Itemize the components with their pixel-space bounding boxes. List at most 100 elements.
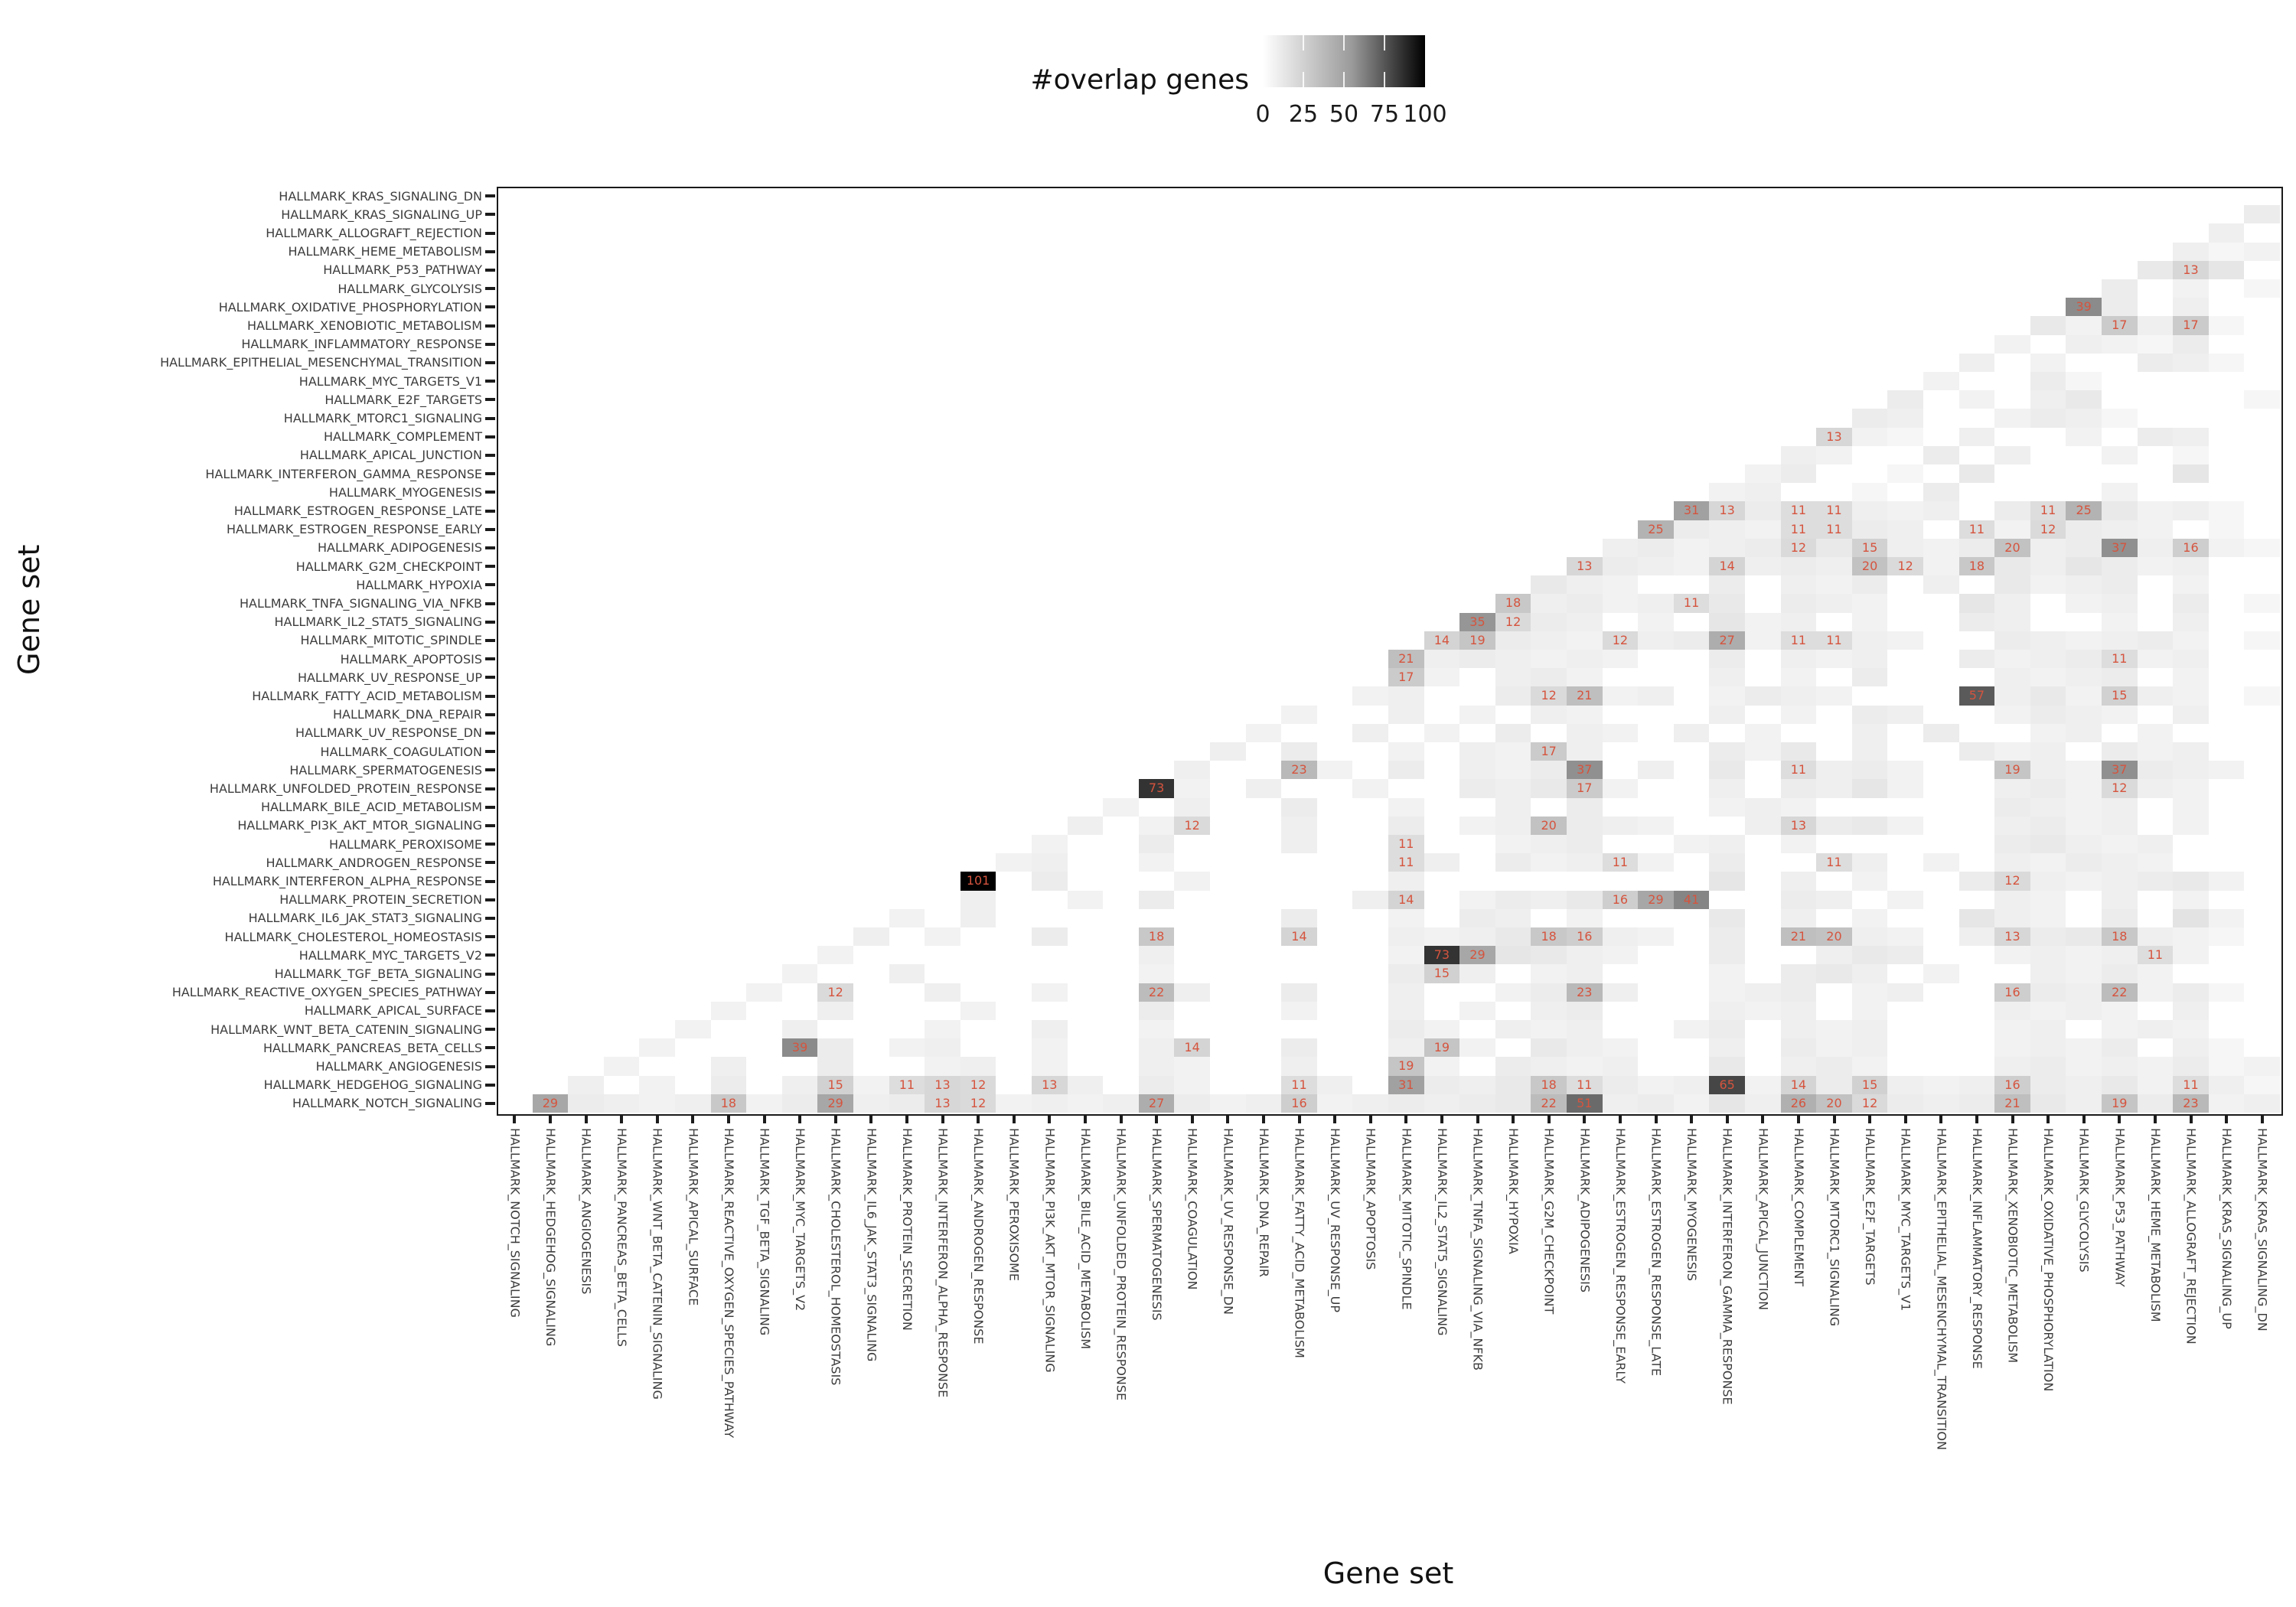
- heatmap-cell-annotated: [2173, 316, 2209, 335]
- heatmap-cell: [1851, 964, 1888, 983]
- cell-value-label: 15: [1861, 539, 1878, 555]
- heatmap-cell: [1745, 557, 1781, 576]
- cell-value-label: 20: [1861, 559, 1878, 573]
- heatmap-cell: [2066, 631, 2102, 650]
- heatmap-cell: [2173, 797, 2209, 817]
- heatmap-cell-annotated: [781, 1038, 818, 1058]
- heatmap-cell: [1281, 742, 1317, 761]
- cell-value-label: 12: [2040, 521, 2056, 536]
- x-tick-label: HALLMARK_MTORC1_SIGNALING: [1827, 1128, 1842, 1327]
- heatmap-cell: [2173, 816, 2209, 835]
- heatmap-cell: [853, 1094, 889, 1113]
- y-tick-label: HALLMARK_CHOLESTEROL_HOMEOSTASIS: [224, 929, 482, 944]
- heatmap-cell: [1994, 1020, 2030, 1039]
- heatmap-cell: [1602, 557, 1639, 576]
- x-tick-label: HALLMARK_FATTY_ACID_METABOLISM: [1292, 1128, 1307, 1358]
- x-tick-label: HALLMARK_HYPOXIA: [1506, 1128, 1521, 1254]
- heatmap-cell: [1495, 650, 1531, 669]
- x-tick-mark: [1012, 1114, 1016, 1123]
- y-tick-label: HALLMARK_HEME_METABOLISM: [288, 244, 483, 259]
- heatmap-cell: [1567, 742, 1603, 761]
- heatmap-cell: [1567, 705, 1603, 724]
- x-tick-label: HALLMARK_MYC_TARGETS_V1: [1898, 1128, 1913, 1312]
- heatmap-cell-annotated: [1567, 779, 1603, 798]
- cell-value-label: 13: [934, 1077, 951, 1092]
- heatmap-cell: [1531, 835, 1567, 854]
- x-tick-mark: [1404, 1114, 1408, 1123]
- heatmap-cell: [2137, 538, 2174, 557]
- heatmap-cell: [2173, 946, 2209, 965]
- y-tick-mark: [485, 416, 495, 420]
- heatmap-cell-annotated: [1388, 650, 1424, 669]
- heatmap-cell: [1994, 650, 2030, 669]
- heatmap-cell: [1780, 464, 1817, 484]
- heatmap-cell: [2137, 872, 2174, 891]
- y-tick-mark: [485, 990, 495, 994]
- heatmap-cell: [960, 1001, 996, 1020]
- heatmap-cell: [1780, 890, 1817, 909]
- heatmap-cell: [2030, 538, 2066, 557]
- x-tick-label: HALLMARK_XENOBIOTIC_METABOLISM: [2005, 1128, 2020, 1364]
- cell-value-label: 18: [720, 1095, 737, 1110]
- heatmap-cell: [1851, 779, 1888, 798]
- heatmap-cell: [1567, 631, 1603, 650]
- heatmap-cell: [1851, 668, 1888, 687]
- heatmap-cell: [1638, 686, 1674, 706]
- heatmap-cell: [1709, 927, 1745, 947]
- heatmap-cell: [1673, 723, 1710, 742]
- x-tick-label: HALLMARK_APOPTOSIS: [1363, 1128, 1378, 1270]
- x-tick-mark: [726, 1114, 730, 1123]
- heatmap-cell-annotated: [1495, 594, 1531, 613]
- heatmap-cell-annotated: [1495, 612, 1531, 631]
- heatmap-cell: [2030, 872, 2066, 891]
- heatmap-cell: [1174, 872, 1210, 891]
- heatmap-cell: [1531, 964, 1567, 983]
- heatmap-cell: [1138, 890, 1175, 909]
- heatmap-cell: [1638, 816, 1674, 835]
- heatmap-cell: [2208, 908, 2245, 927]
- heatmap-cell: [1780, 705, 1817, 724]
- heatmap-cell: [1602, 538, 1639, 557]
- heatmap-cell: [1745, 816, 1781, 835]
- heatmap-cell-annotated: [1958, 686, 1995, 706]
- heatmap-cell: [1567, 890, 1603, 909]
- heatmap-cell: [1958, 650, 1995, 669]
- cell-value-label: 73: [1433, 947, 1450, 963]
- heatmap-cell: [2208, 538, 2245, 557]
- heatmap-cell: [1638, 594, 1674, 613]
- heatmap-cell: [1567, 1057, 1603, 1076]
- heatmap-cell: [1032, 927, 1068, 947]
- y-tick-label: HALLMARK_OXIDATIVE_PHOSPHORYLATION: [218, 299, 482, 315]
- heatmap-cell: [2102, 946, 2138, 965]
- heatmap-cell: [2173, 705, 2209, 724]
- heatmap-cell: [2102, 557, 2138, 576]
- heatmap-cell: [1851, 594, 1888, 613]
- cell-value-label: 11: [1291, 1077, 1307, 1092]
- heatmap-cell: [1531, 983, 1567, 1002]
- heatmap-cell: [2173, 575, 2209, 595]
- heatmap-cell-annotated: [1780, 501, 1817, 520]
- x-tick-mark: [1583, 1114, 1587, 1123]
- heatmap-cell: [2066, 390, 2102, 409]
- heatmap-cell: [1495, 631, 1531, 650]
- y-tick-mark: [485, 324, 495, 328]
- heatmap-cell: [1994, 557, 2030, 576]
- heatmap-cell: [2244, 242, 2280, 261]
- cell-value-label: 19: [2112, 1095, 2128, 1110]
- cell-value-label: 29: [1648, 892, 1664, 907]
- heatmap-cell-annotated: [1281, 761, 1317, 780]
- heatmap-cell: [1638, 853, 1674, 872]
- heatmap-cell: [1994, 853, 2030, 872]
- heatmap-cell: [1531, 779, 1567, 798]
- heatmap-cell: [1887, 890, 1923, 909]
- heatmap-cell: [1531, 1038, 1567, 1058]
- heatmap-cell: [1851, 946, 1888, 965]
- heatmap-cell: [2102, 501, 2138, 520]
- heatmap-cell: [1994, 742, 2030, 761]
- cell-value-label: 11: [1790, 762, 1807, 777]
- heatmap-cell: [889, 1094, 925, 1113]
- heatmap-cell: [1531, 1001, 1567, 1020]
- heatmap-cell: [2030, 631, 2066, 650]
- heatmap-cell: [2102, 631, 2138, 650]
- x-tick-label: HALLMARK_INTERFERON_ALPHA_RESPONSE: [935, 1128, 951, 1398]
